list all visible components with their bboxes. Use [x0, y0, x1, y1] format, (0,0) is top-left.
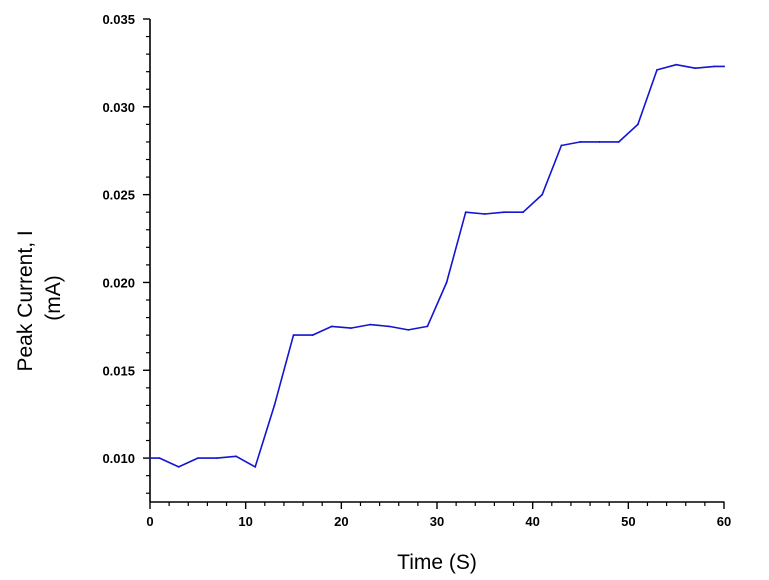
x-tick-label: 60	[717, 514, 731, 529]
y-tick-label: 0.010	[102, 451, 135, 466]
data-point	[216, 457, 218, 459]
x-tick-label: 20	[334, 514, 348, 529]
y-tick-label: 0.025	[102, 188, 135, 203]
data-point	[426, 325, 429, 328]
data-point	[637, 123, 639, 126]
x-tick-label: 50	[621, 514, 635, 529]
data-point	[311, 334, 314, 337]
series-line	[149, 63, 725, 468]
data-point	[445, 281, 448, 284]
data-point	[723, 65, 725, 68]
x-tick-label: 40	[525, 514, 539, 529]
data-point	[292, 334, 295, 337]
data-point	[158, 457, 161, 459]
data-point	[235, 455, 238, 458]
data-point	[350, 327, 352, 330]
data-point	[483, 213, 486, 215]
x-tick-label: 30	[430, 514, 444, 529]
data-point	[196, 457, 199, 459]
data-point	[541, 193, 544, 196]
y-axis-title: Peak Current, I (mA)	[14, 224, 65, 371]
data-series	[149, 63, 725, 468]
y-axis-title-line-1: Peak Current, I	[14, 230, 37, 371]
data-point	[579, 141, 582, 143]
data-point	[503, 211, 505, 214]
data-point	[149, 457, 151, 459]
data-point	[656, 69, 658, 71]
y-tick-label: 0.030	[102, 100, 135, 115]
axis-ticks	[143, 18, 725, 509]
data-point	[254, 465, 257, 468]
data-point	[273, 404, 276, 407]
data-point	[675, 63, 678, 66]
axes	[149, 19, 725, 503]
x-tick-label: 0	[146, 514, 153, 529]
data-point	[388, 325, 391, 328]
y-tick-label: 0.015	[102, 363, 135, 378]
data-point	[522, 211, 524, 214]
data-point	[713, 65, 716, 68]
y-tick-label: 0.035	[102, 12, 135, 27]
x-axis-title: Time (S)	[397, 551, 477, 574]
series-1	[149, 63, 725, 468]
y-axis-title-line-2: (mA)	[42, 275, 65, 321]
data-point	[617, 141, 620, 143]
data-point	[369, 323, 371, 326]
tick-labels: 0 10 20 30 40 50 60 0.010 0.015 0.020 0.025 0.030 0.…	[102, 12, 731, 529]
data-point	[177, 465, 180, 468]
y-tick-label: 0.020	[102, 275, 135, 290]
data-point	[464, 211, 467, 214]
x-tick-label: 10	[238, 514, 252, 529]
data-point	[330, 325, 333, 328]
data-point	[560, 144, 563, 147]
data-point	[598, 141, 601, 143]
data-point	[694, 67, 697, 70]
data-point	[407, 328, 410, 331]
